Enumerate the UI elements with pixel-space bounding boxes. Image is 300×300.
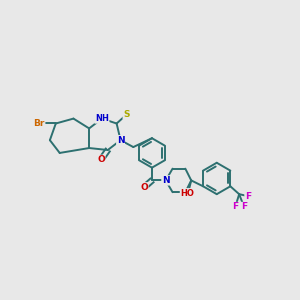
- Text: F: F: [232, 202, 238, 211]
- Text: O: O: [140, 183, 148, 192]
- Text: F: F: [241, 202, 247, 211]
- Text: F: F: [245, 192, 251, 201]
- Text: Br: Br: [33, 119, 45, 128]
- Text: HO: HO: [180, 189, 194, 198]
- Text: S: S: [123, 110, 130, 119]
- Text: O: O: [97, 155, 105, 164]
- Text: NH: NH: [95, 114, 109, 123]
- Text: N: N: [117, 136, 124, 145]
- Text: N: N: [162, 176, 169, 185]
